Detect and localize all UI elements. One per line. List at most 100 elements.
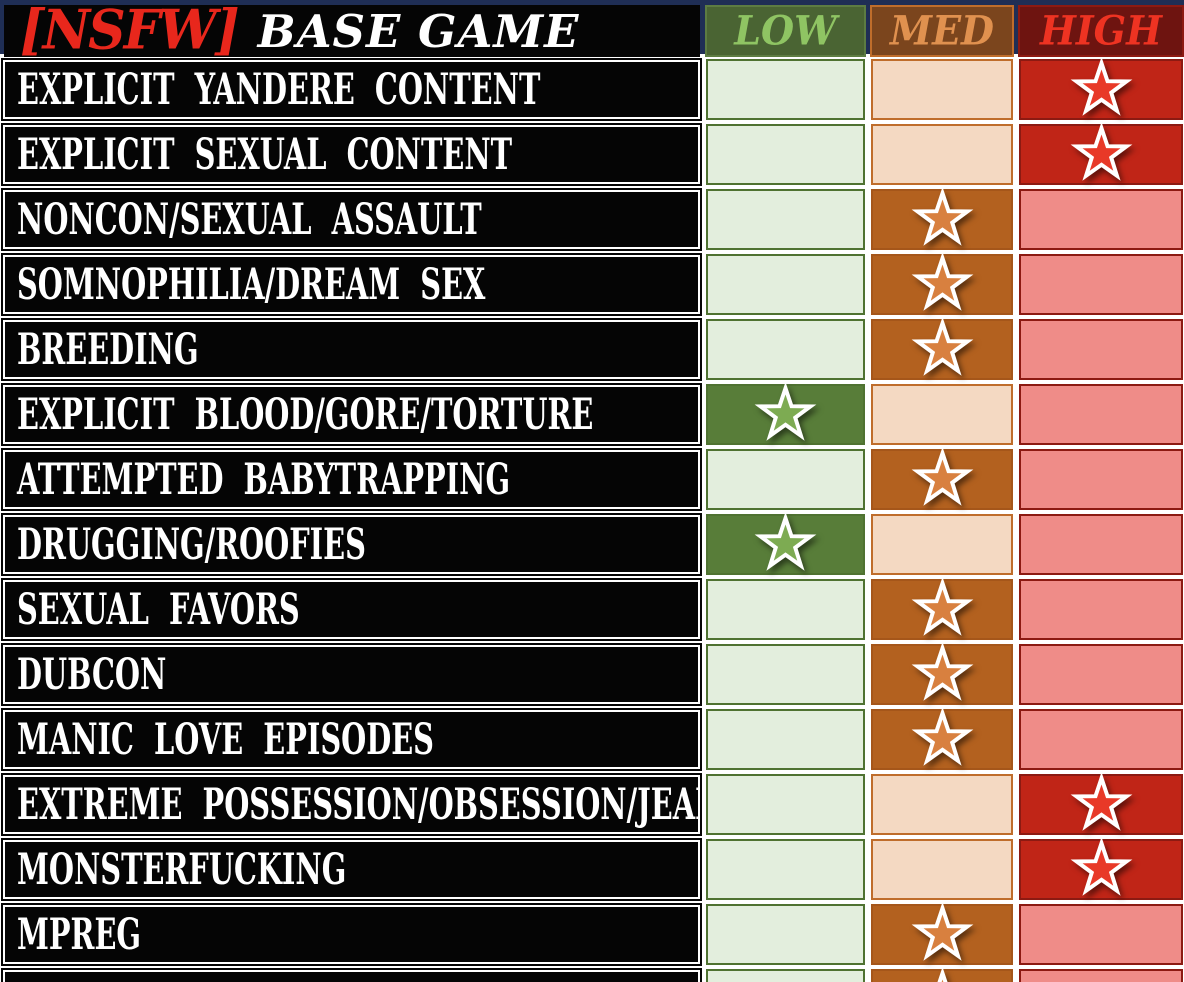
low-cell [706,969,865,982]
nsfw-tag: [NSFW] [20,0,240,63]
high-cell [1019,319,1183,380]
med-cell [871,707,1013,770]
row-label: SEXUAL FAVORS [1,578,702,641]
high-cell [1019,189,1183,250]
med-cell [871,774,1013,835]
star-icon [911,252,973,311]
row-label-text: EXPLICIT YANDERE CONTENT [17,63,541,115]
star-icon [1070,122,1132,181]
med-cell [871,642,1013,705]
row-label-text: SOMNOPHILIA/DREAM SEX [17,258,486,310]
row-label: DUBCON [1,643,702,706]
table-header-row: [NSFW] BASE GAME LOW MED HIGH [0,0,1184,63]
column-header-high: HIGH [1018,5,1184,57]
row-label: MONSTERFUCKING [1,838,702,901]
low-cell [706,254,865,315]
high-cell [1019,449,1183,510]
row-label-text: MANIC LOVE EPISODES [17,713,434,765]
med-cell [871,902,1013,965]
row-label: NONCON/SEXUAL ASSAULT [1,188,702,251]
star-icon [936,967,948,982]
med-cell [871,577,1013,640]
star-icon [911,902,973,961]
row-label: EXPLICIT YANDERE CONTENT [1,58,702,121]
title-cell: [NSFW] BASE GAME [4,0,700,63]
low-cell [706,709,865,770]
high-cell [1019,904,1183,965]
row-label: EXTREME POSSESSION/OBSESSION/JEALOUSY [1,773,702,836]
row-label-text: DRUGGING/ROOFIES [17,518,366,570]
row-label-text: NONCON/SEXUAL ASSAULT [17,193,482,245]
low-cell [706,449,865,510]
row-label-text: EXPLICIT BLOOD/GORE/TORTURE [17,388,594,440]
low-cell [706,774,865,835]
low-cell [706,839,865,900]
column-header-low-label: LOW [734,6,837,55]
star-icon [911,707,973,766]
star-icon [911,187,973,246]
low-cell [706,579,865,640]
high-cell [1019,837,1183,900]
row-label: MANIC LOVE EPISODES [1,708,702,771]
row-label-text: SEXUAL FAVORS [17,583,300,635]
med-cell [871,59,1013,120]
column-header-med: MED [870,5,1014,57]
table-rows: EXPLICIT YANDERE CONTENT EXPLICIT SEXUAL… [0,57,1184,982]
star-icon [911,577,973,636]
low-cell [706,644,865,705]
star-icon [911,317,973,376]
high-cell [1019,644,1183,705]
row-label: EXPLICIT SEXUAL CONTENT [1,123,702,186]
star-icon [754,512,817,571]
high-cell [1019,57,1183,120]
star-icon [754,382,817,441]
row-label: BREEDING [1,318,702,381]
row-label-text: MPREG [17,908,142,960]
high-cell [1019,384,1183,445]
low-cell [706,319,865,380]
med-cell [871,839,1013,900]
high-cell [1019,969,1183,982]
med-cell [871,252,1013,315]
row-label-text: DIRTY TALK [17,977,228,982]
low-cell [706,512,865,575]
high-cell [1019,122,1183,185]
star-icon [911,447,973,506]
row-label-text: ATTEMPTED BABYTRAPPING [17,453,511,505]
star-icon [911,642,973,701]
row-label-text: MONSTERFUCKING [17,843,347,895]
row-label: ATTEMPTED BABYTRAPPING [1,448,702,511]
row-label: DRUGGING/ROOFIES [1,513,702,576]
med-cell [871,384,1013,445]
high-cell [1019,579,1183,640]
low-cell [706,382,865,445]
row-label: EXPLICIT BLOOD/GORE/TORTURE [1,383,702,446]
row-label-text: EXPLICIT SEXUAL CONTENT [17,128,513,180]
low-cell [706,124,865,185]
high-cell [1019,254,1183,315]
med-cell [871,967,1013,982]
row-label: DIRTY TALK [1,968,702,982]
med-cell [871,447,1013,510]
low-cell [706,189,865,250]
low-cell [706,59,865,120]
row-label-text: BREEDING [17,323,199,375]
column-header-med-label: MED [890,6,994,55]
star-icon [1070,837,1132,896]
row-label-text: EXTREME POSSESSION/OBSESSION/JEALOUSY [17,778,698,830]
med-cell [871,124,1013,185]
row-label: SOMNOPHILIA/DREAM SEX [1,253,702,316]
high-cell [1019,709,1183,770]
column-header-low: LOW [705,5,866,57]
row-label: MPREG [1,903,702,966]
low-cell [706,904,865,965]
page-title: BASE GAME [257,4,580,58]
med-cell [871,514,1013,575]
high-cell [1019,514,1183,575]
column-header-high-label: HIGH [1039,6,1163,55]
med-cell [871,187,1013,250]
med-cell [871,317,1013,380]
high-cell [1019,772,1183,835]
star-icon [1070,772,1132,831]
